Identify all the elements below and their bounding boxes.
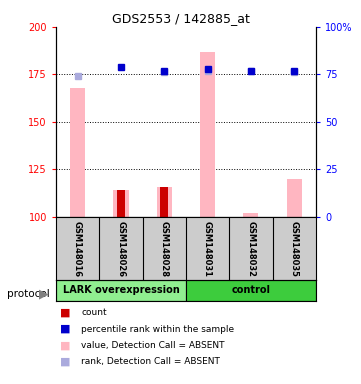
Text: percentile rank within the sample: percentile rank within the sample — [81, 324, 234, 334]
Text: control: control — [231, 285, 270, 296]
Text: LARK overexpression: LARK overexpression — [62, 285, 179, 296]
Text: GSM148035: GSM148035 — [290, 221, 299, 276]
Text: GSM148026: GSM148026 — [117, 220, 125, 277]
Bar — [56, 280, 186, 301]
Text: rank, Detection Call = ABSENT: rank, Detection Call = ABSENT — [81, 357, 220, 366]
Text: ▶: ▶ — [39, 287, 49, 300]
Bar — [117, 190, 125, 217]
Bar — [186, 280, 316, 301]
Text: GSM148032: GSM148032 — [247, 221, 255, 276]
Text: ■: ■ — [60, 308, 70, 318]
Bar — [287, 179, 302, 217]
Text: count: count — [81, 308, 107, 318]
Bar — [113, 190, 129, 217]
Text: ■: ■ — [60, 340, 70, 350]
Text: GSM148016: GSM148016 — [73, 220, 82, 277]
Bar — [200, 51, 215, 217]
Text: ■: ■ — [60, 324, 70, 334]
Text: GSM148031: GSM148031 — [203, 221, 212, 276]
Text: GDS2553 / 142885_at: GDS2553 / 142885_at — [112, 12, 249, 25]
Text: GSM148028: GSM148028 — [160, 221, 169, 276]
Text: value, Detection Call = ABSENT: value, Detection Call = ABSENT — [81, 341, 225, 350]
Bar — [160, 187, 168, 217]
Bar — [243, 213, 258, 217]
Bar — [70, 88, 85, 217]
Text: protocol: protocol — [7, 289, 50, 299]
Text: ■: ■ — [60, 356, 70, 366]
Bar — [157, 187, 172, 217]
